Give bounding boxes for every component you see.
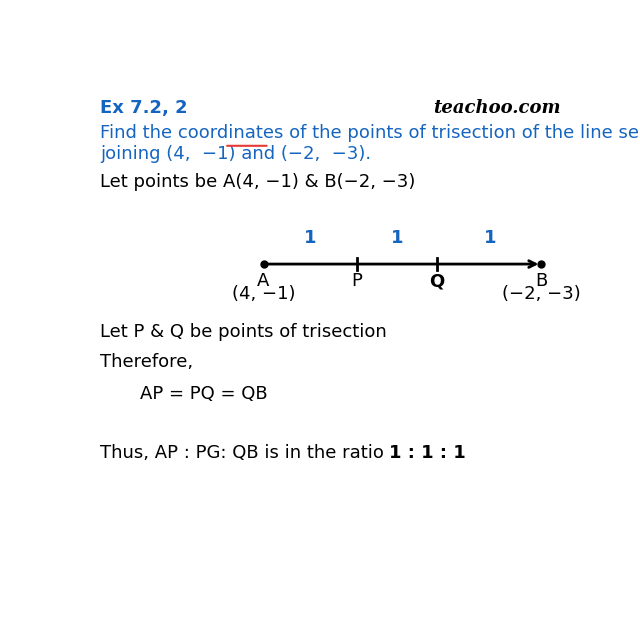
- Text: teachoo.com: teachoo.com: [434, 99, 561, 117]
- Text: AP = PQ = QB: AP = PQ = QB: [140, 385, 267, 403]
- Text: Q: Q: [429, 273, 445, 291]
- Text: Thus, AP : PG: QB is in the ratio: Thus, AP : PG: QB is in the ratio: [100, 444, 390, 462]
- Text: 1: 1: [390, 229, 403, 247]
- Text: Let points be A(4, −1) & B(−2, −3): Let points be A(4, −1) & B(−2, −3): [100, 173, 415, 191]
- Text: Therefore,: Therefore,: [100, 353, 193, 371]
- Text: 1: 1: [304, 229, 316, 247]
- Text: Find the coordinates of the points of trisection of the line segment: Find the coordinates of the points of tr…: [100, 124, 640, 141]
- Text: joining (4,  −1) and (−2,  −3).: joining (4, −1) and (−2, −3).: [100, 145, 371, 163]
- Text: (−2, −3): (−2, −3): [502, 285, 580, 303]
- Text: Ex 7.2, 2: Ex 7.2, 2: [100, 99, 188, 117]
- Text: 1 : 1 : 1: 1 : 1 : 1: [390, 444, 466, 462]
- Text: P: P: [351, 273, 362, 291]
- Text: Let P & Q be points of trisection: Let P & Q be points of trisection: [100, 323, 387, 341]
- Text: A: A: [257, 273, 269, 291]
- Text: 1: 1: [483, 229, 496, 247]
- Text: (4, −1): (4, −1): [232, 285, 295, 303]
- Text: B: B: [535, 273, 547, 291]
